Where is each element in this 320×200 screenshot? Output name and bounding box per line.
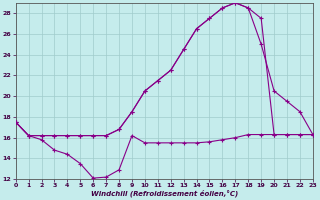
X-axis label: Windchill (Refroidissement éolien,°C): Windchill (Refroidissement éolien,°C) [91,190,238,197]
